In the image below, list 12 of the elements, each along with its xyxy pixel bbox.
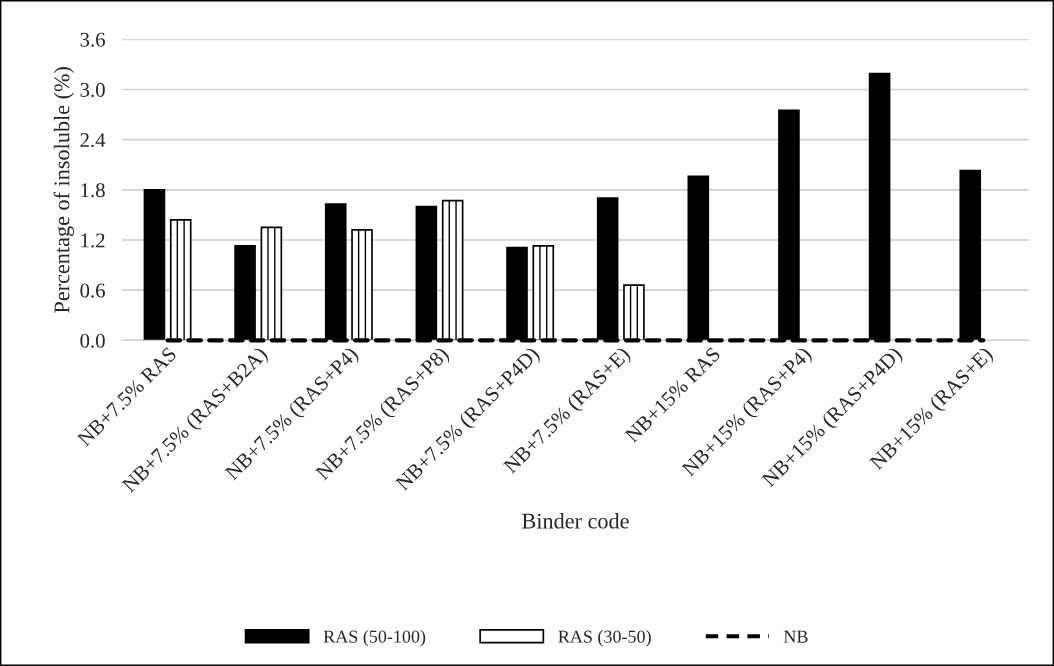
y-tick-label: 0.0	[80, 333, 105, 348]
legend-label: RAS (30-50)	[558, 630, 651, 647]
y-tick-label: 3.6	[80, 32, 105, 47]
y-tick-label: 1.8	[81, 183, 105, 198]
legend-label: NB	[783, 630, 808, 643]
y-tick-label: 3.0	[80, 82, 105, 97]
y-axis-title: Percentage of insoluble (%)	[53, 67, 74, 313]
legend-label: RAS (50-100)	[323, 630, 426, 647]
x-axis-title: Binder code	[522, 512, 629, 529]
y-tick-label: 0.6	[80, 283, 105, 298]
y-tick-label: 1.2	[81, 233, 105, 248]
y-tick-label: 2.4	[80, 133, 106, 148]
